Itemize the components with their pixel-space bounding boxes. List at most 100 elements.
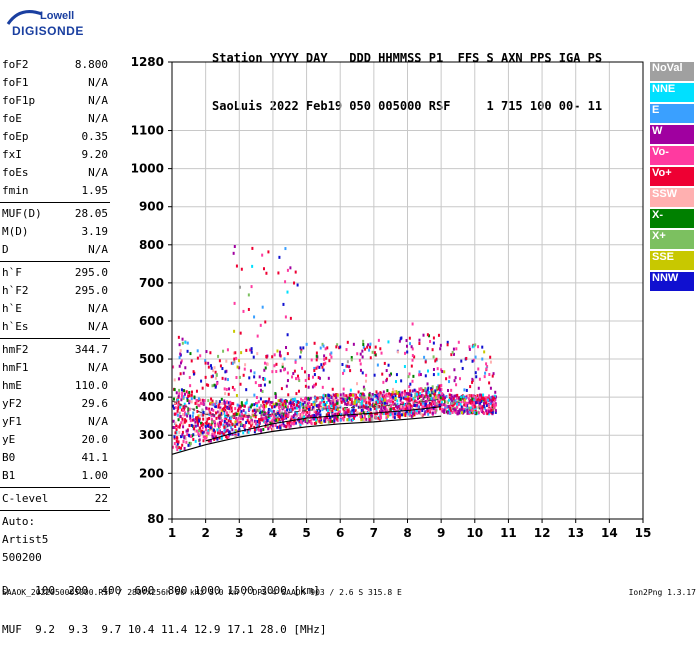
separator bbox=[0, 338, 110, 339]
echo-point bbox=[263, 403, 266, 407]
echo-point bbox=[466, 401, 469, 405]
echo-point bbox=[408, 392, 411, 396]
echo-point bbox=[201, 386, 204, 390]
echo-point bbox=[225, 417, 228, 421]
echo-point bbox=[396, 406, 399, 410]
echo-point bbox=[358, 393, 361, 397]
echo-point bbox=[323, 419, 326, 423]
echo-point bbox=[317, 376, 320, 380]
echo-point bbox=[426, 382, 429, 386]
echo-point bbox=[177, 394, 180, 398]
echo-point bbox=[407, 407, 410, 411]
echo-point bbox=[427, 397, 430, 401]
echo-point bbox=[214, 424, 217, 428]
echo-point bbox=[430, 404, 433, 408]
echo-point bbox=[346, 411, 349, 415]
echo-point bbox=[182, 395, 185, 399]
echo-point bbox=[189, 443, 192, 447]
echo-point bbox=[287, 393, 290, 397]
echo-point bbox=[206, 424, 209, 428]
echo-point bbox=[253, 315, 256, 319]
echo-point bbox=[186, 349, 189, 353]
echo-point bbox=[302, 402, 305, 406]
echo-point bbox=[278, 424, 281, 428]
echo-point bbox=[198, 426, 201, 430]
echo-point bbox=[452, 407, 455, 411]
echo-point bbox=[273, 364, 276, 368]
echo-point bbox=[229, 416, 232, 420]
echo-point bbox=[343, 409, 346, 413]
echo-point bbox=[460, 411, 463, 415]
echo-point bbox=[452, 347, 455, 351]
param-name: h`E bbox=[2, 302, 22, 315]
echo-point bbox=[428, 409, 431, 413]
echo-point bbox=[179, 403, 182, 407]
echo-point bbox=[397, 414, 400, 418]
echo-point bbox=[190, 397, 193, 401]
echo-point bbox=[219, 422, 222, 426]
echo-point bbox=[247, 413, 250, 417]
echo-point bbox=[412, 397, 415, 401]
echo-point bbox=[404, 396, 407, 400]
echo-point bbox=[368, 410, 371, 414]
echo-point bbox=[253, 425, 256, 429]
echo-point bbox=[176, 425, 179, 429]
echo-point bbox=[181, 433, 184, 437]
echo-point bbox=[399, 337, 402, 341]
echo-point bbox=[406, 403, 409, 407]
echo-point bbox=[453, 352, 456, 356]
echo-point bbox=[426, 333, 429, 337]
echo-point bbox=[196, 356, 199, 360]
echo-point bbox=[404, 412, 407, 416]
scaled-parameters-panel: foF2 8.800 foF1 N/A foF1p N/A foE N/A foEp 0.35 fx… bbox=[0, 56, 112, 567]
echo-point bbox=[342, 395, 345, 399]
echo-point bbox=[492, 396, 495, 400]
echo-point bbox=[327, 413, 330, 417]
echo-point bbox=[472, 401, 475, 405]
echo-point bbox=[327, 406, 330, 410]
param-name: C-level bbox=[2, 492, 49, 505]
echo-point bbox=[494, 409, 497, 413]
echo-point bbox=[274, 423, 277, 427]
echo-point bbox=[297, 401, 300, 405]
echo-point bbox=[311, 375, 314, 379]
echo-point bbox=[302, 406, 305, 410]
echo-point bbox=[365, 401, 368, 405]
echo-point bbox=[422, 397, 425, 401]
echo-point bbox=[489, 360, 492, 364]
echo-point bbox=[180, 394, 183, 398]
echo-point bbox=[242, 409, 245, 413]
echo-point bbox=[281, 414, 284, 418]
echo-point bbox=[183, 413, 186, 417]
echo-point bbox=[253, 408, 256, 412]
echo-point bbox=[403, 365, 406, 369]
echo-point bbox=[207, 365, 210, 369]
echo-point bbox=[238, 375, 241, 379]
echo-point bbox=[251, 409, 254, 413]
echo-point bbox=[424, 387, 427, 391]
echo-point bbox=[469, 401, 472, 405]
echo-point bbox=[387, 404, 390, 408]
echo-point bbox=[241, 417, 244, 421]
param-row-ye: yE 20.0 bbox=[0, 431, 112, 449]
echo-point bbox=[422, 394, 425, 398]
param-name: hmE bbox=[2, 379, 22, 392]
echo-point bbox=[362, 345, 365, 349]
echo-point bbox=[448, 380, 451, 384]
echo-point bbox=[319, 396, 322, 400]
echo-point bbox=[437, 404, 440, 408]
echo-point bbox=[297, 405, 300, 409]
echo-point bbox=[309, 415, 312, 419]
echo-point bbox=[460, 359, 463, 363]
echo-point bbox=[215, 411, 218, 415]
echo-point bbox=[375, 399, 378, 403]
echo-point bbox=[450, 401, 453, 405]
echo-point bbox=[233, 245, 236, 249]
echo-point bbox=[493, 398, 496, 402]
echo-point bbox=[256, 427, 259, 431]
muf-line: MUF 9.2 9.3 9.7 10.4 11.4 12.9 17.1 28.0… bbox=[2, 623, 327, 636]
echo-point bbox=[172, 445, 175, 449]
echo-point bbox=[466, 411, 469, 415]
echo-point bbox=[182, 413, 185, 417]
echo-point bbox=[240, 351, 243, 355]
